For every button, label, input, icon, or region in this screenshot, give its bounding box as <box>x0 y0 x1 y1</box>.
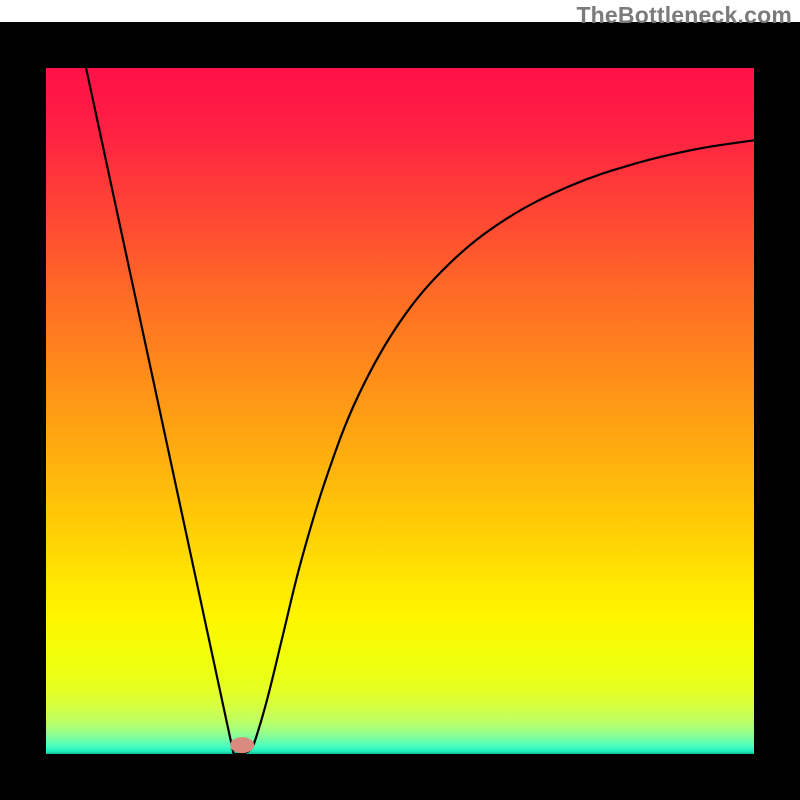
chart-svg <box>0 0 800 800</box>
plot-background <box>46 68 754 754</box>
chart-stage: TheBottleneck.com <box>0 0 800 800</box>
minimum-marker <box>230 737 254 753</box>
